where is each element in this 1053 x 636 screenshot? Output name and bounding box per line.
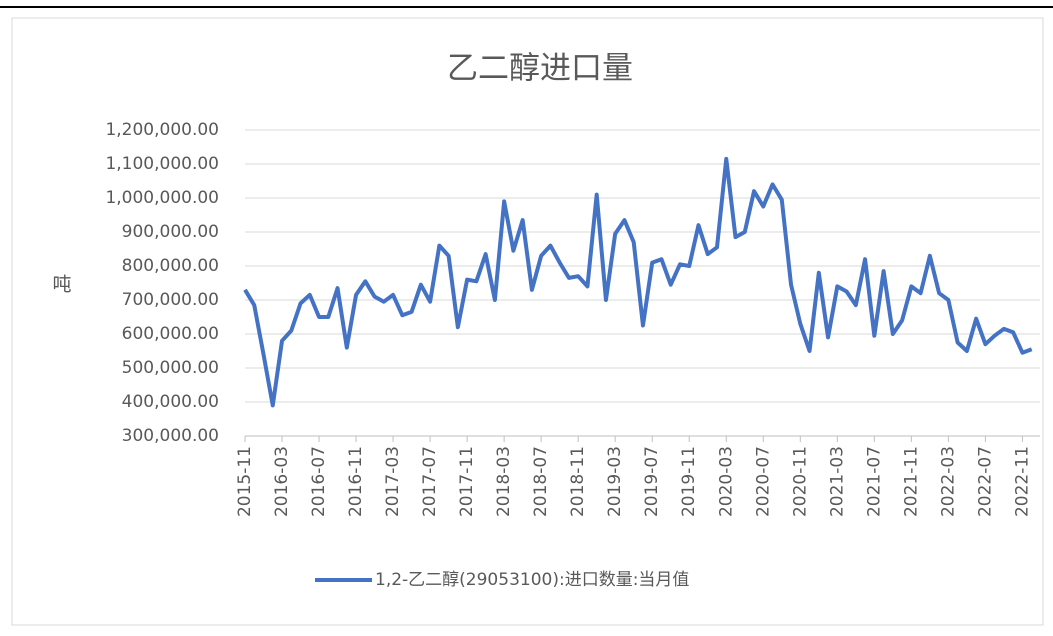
x-tick-label: 2016-03 — [272, 446, 292, 517]
y-tick-label: 1,200,000.00 — [105, 120, 219, 140]
y-tick-label: 600,000.00 — [122, 324, 219, 344]
x-tick-label: 2020-03 — [716, 446, 736, 517]
x-tick-label: 2021-03 — [827, 446, 847, 517]
x-tick-label: 2017-07 — [420, 446, 440, 517]
legend-label: 1,2-乙二醇(29053100):进口数量:当月值 — [375, 570, 689, 590]
y-tick-label: 1,100,000.00 — [105, 154, 219, 174]
x-tick-label: 2022-11 — [1012, 446, 1032, 517]
x-tick-label: 2017-11 — [457, 446, 477, 517]
x-tick-label: 2018-03 — [494, 446, 514, 517]
x-tick-label: 2017-03 — [383, 446, 403, 517]
x-tick-label: 2020-07 — [753, 446, 773, 517]
x-tick-label: 2018-11 — [568, 446, 588, 517]
y-tick-label: 900,000.00 — [122, 222, 219, 242]
y-tick-label: 700,000.00 — [122, 290, 219, 310]
x-tick-label: 2016-11 — [346, 446, 366, 517]
y-tick-label: 800,000.00 — [122, 256, 219, 276]
y-tick-label: 300,000.00 — [122, 426, 219, 446]
y-tick-label: 400,000.00 — [122, 392, 219, 412]
x-tick-label: 2018-07 — [531, 446, 551, 517]
x-tick-label: 2019-11 — [679, 446, 699, 517]
x-tick-label: 2016-07 — [309, 446, 329, 517]
x-tick-label: 2022-07 — [975, 446, 995, 517]
y-tick-label: 500,000.00 — [122, 358, 219, 378]
x-tick-label: 2022-03 — [938, 446, 958, 517]
y-tick-label: 1,000,000.00 — [105, 188, 219, 208]
x-tick-label: 2021-11 — [901, 446, 921, 517]
x-tick-label: 2019-07 — [642, 446, 662, 517]
x-tick-label: 2021-07 — [864, 446, 884, 517]
y-axis-label: 吨 — [52, 274, 71, 296]
x-tick-label: 2019-03 — [605, 446, 625, 517]
x-tick-label: 2020-11 — [790, 446, 810, 517]
chart-frame — [11, 17, 1044, 626]
x-tick-label: 2015-11 — [235, 446, 255, 517]
series-line — [243, 156, 1033, 408]
chart-title: 乙二醇进口量 — [447, 51, 633, 87]
